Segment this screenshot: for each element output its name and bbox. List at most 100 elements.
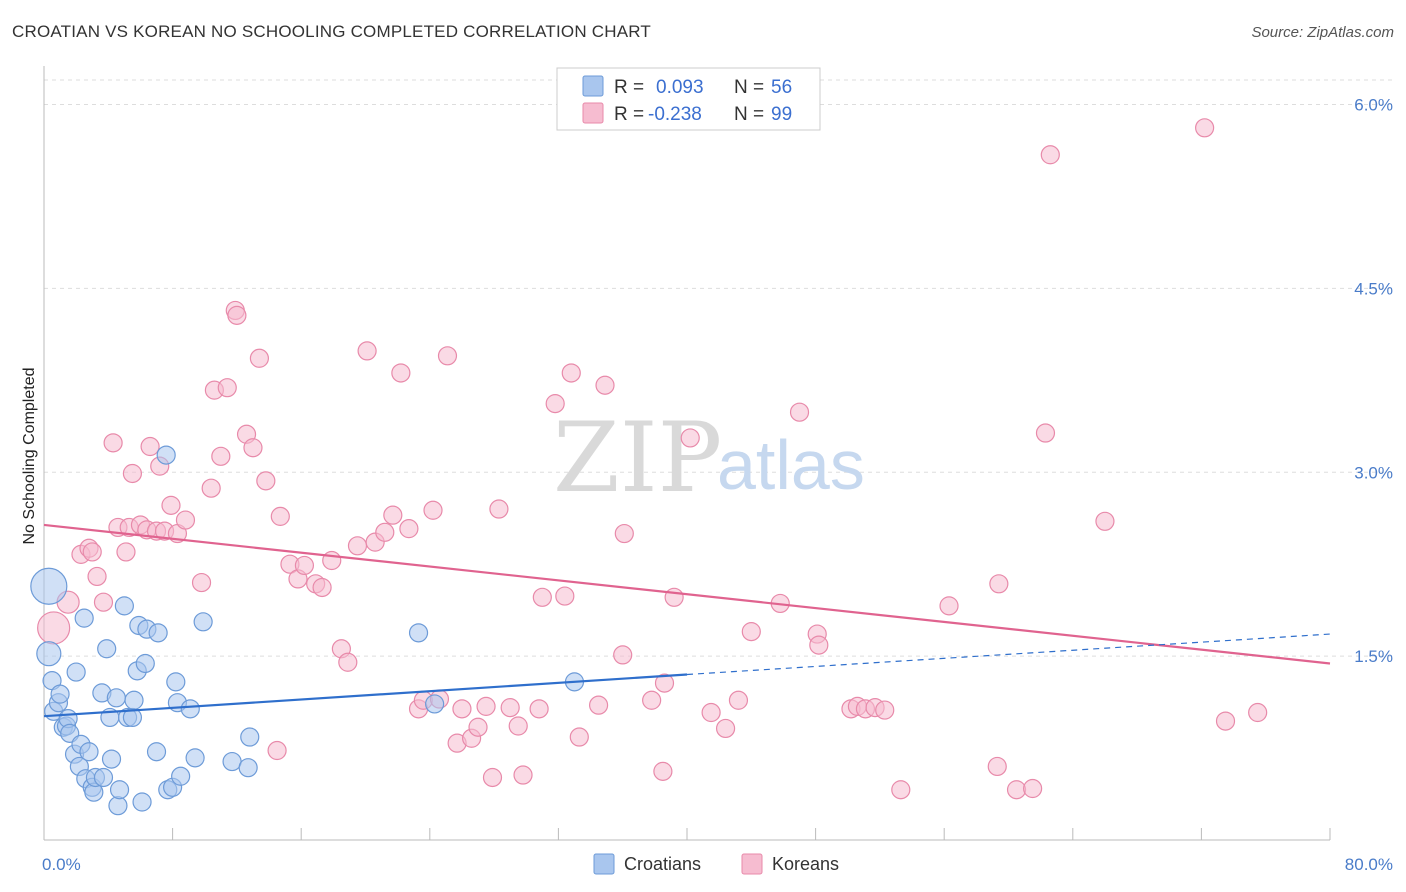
korean-point [312, 577, 332, 598]
korean-point [391, 363, 411, 383]
korean-point [500, 698, 520, 718]
korean-point [508, 716, 528, 736]
korean-point [664, 587, 684, 607]
korean-point [175, 510, 196, 530]
croatian-point [193, 612, 213, 632]
korean-point [87, 566, 107, 587]
croatian-points [30, 445, 585, 816]
korean-point [741, 622, 761, 642]
korean-point [1095, 511, 1115, 531]
croatian-trend-line [43, 673, 688, 718]
korean-point [545, 394, 565, 414]
korean-point [227, 305, 247, 325]
croatian-point [109, 780, 130, 800]
watermark-atlas: atlas [717, 426, 865, 504]
series-legend-label-koreans: Koreans [772, 854, 839, 874]
korean-point [399, 519, 419, 539]
y-tick-label: 6.0% [1354, 96, 1393, 115]
x-tick-label-max: 80.0% [1345, 855, 1393, 874]
croatian-point [79, 742, 99, 762]
croatian-point [240, 727, 260, 747]
korean-point [1215, 711, 1236, 731]
legend-n-label-croatians: N = [734, 77, 764, 98]
korean-point [588, 695, 609, 715]
korean-point [452, 699, 472, 719]
croatian-point [108, 796, 128, 816]
korean-point [37, 611, 71, 645]
korean-point [201, 478, 221, 498]
korean-point [555, 586, 575, 606]
korean-point [256, 471, 276, 491]
croatian-point [135, 653, 155, 674]
korean-point [613, 645, 633, 665]
korean-point [116, 542, 136, 562]
trend-lines [43, 523, 1331, 718]
korean-point [680, 428, 700, 448]
korean-point [614, 523, 634, 544]
korean-point [513, 765, 533, 785]
legend-r-label-koreans: R = [614, 104, 644, 125]
korean-point [569, 727, 589, 747]
korean-point [243, 438, 263, 458]
y-tick-label: 1.5% [1354, 647, 1393, 666]
croatian-point [74, 608, 94, 628]
korean-point [489, 499, 509, 519]
croatian-point [180, 699, 200, 719]
korean-point [532, 587, 552, 607]
korean-point [437, 346, 458, 366]
korean-point [140, 436, 160, 457]
korean-point [423, 500, 443, 520]
korean-point [82, 542, 102, 562]
korean-point [211, 446, 231, 466]
croatian-point [66, 662, 86, 682]
korean-point [476, 696, 496, 716]
y-axis-label: No Schooling Completed [21, 368, 38, 545]
watermark-zip: ZIP [553, 402, 722, 514]
legend-r-value-croatians: 0.093 [656, 77, 704, 98]
korean-point [191, 572, 212, 593]
korean-point [529, 699, 549, 719]
korean-point [653, 761, 673, 781]
korean-point [989, 574, 1009, 594]
croatian-point [408, 623, 429, 643]
legend-swatch-koreans [582, 102, 604, 124]
korean-point [728, 690, 749, 710]
korean-point [891, 780, 911, 800]
korean-point [103, 433, 123, 453]
croatian-point [30, 567, 68, 605]
korean-point [561, 363, 581, 383]
korean-point [161, 495, 181, 515]
korean-point [294, 555, 315, 576]
korean-point [93, 592, 114, 612]
legend-swatch-croatians [582, 75, 604, 97]
croatian-point [101, 749, 122, 769]
korean-point [939, 596, 959, 616]
croatian-point [146, 742, 167, 762]
korean-point [375, 522, 395, 542]
croatian-point [50, 684, 70, 704]
korean-point [270, 506, 290, 526]
y-tick-label: 4.5% [1354, 279, 1393, 298]
chart-title: CROATIAN VS KOREAN NO SCHOOLING COMPLETE… [12, 22, 651, 41]
korean-point [809, 635, 829, 655]
korean-point [338, 652, 358, 672]
korean-point [267, 740, 287, 761]
croatian-point [124, 690, 144, 710]
korean-point [482, 767, 503, 788]
croatian-point [36, 641, 62, 667]
croatian-point [156, 445, 176, 465]
series-legend: Croatians Koreans [593, 853, 839, 875]
korean-point [1023, 778, 1043, 799]
croatian-point [148, 623, 168, 643]
legend-n-value-koreans: 99 [771, 104, 792, 125]
korean-point [1035, 423, 1056, 443]
korean-point [875, 700, 895, 720]
korean-point [654, 673, 675, 693]
croatian-point [97, 639, 117, 659]
axes [43, 66, 1331, 841]
y-tick-labels: 1.5% 3.0% 4.5% 6.0% [1354, 96, 1393, 667]
x-tick-label-min: 0.0% [42, 855, 81, 874]
legend-n-label-koreans: N = [734, 104, 764, 125]
korean-point [987, 756, 1007, 777]
